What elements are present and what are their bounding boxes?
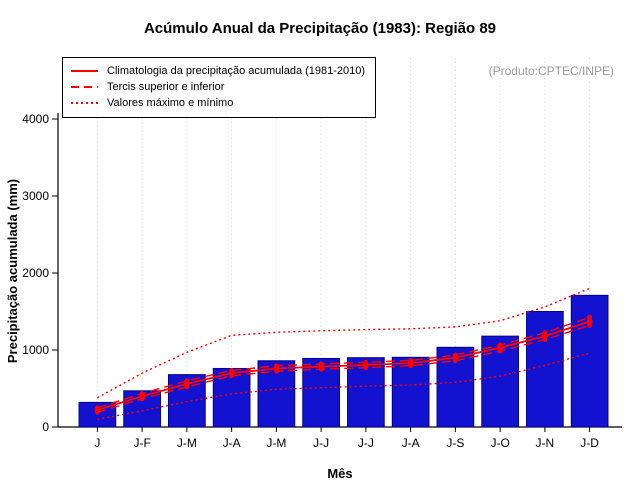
series-point <box>497 342 503 348</box>
series-point <box>363 365 369 371</box>
series-point <box>318 361 324 367</box>
x-tick-label: J-J <box>313 436 329 450</box>
series-point <box>139 391 145 396</box>
x-tick-label: J-J <box>358 436 374 450</box>
x-tick-label: J-D <box>580 436 599 450</box>
x-tick-label: J-A <box>402 436 420 450</box>
series-point <box>542 337 548 343</box>
x-tick-label: J-S <box>446 436 464 450</box>
series-point <box>94 405 100 411</box>
series-point <box>184 378 190 384</box>
x-tick-label: J-M <box>266 436 286 450</box>
x-tick-label: J-N <box>536 436 555 450</box>
series-point <box>408 357 414 363</box>
dotted-line-sample-icon <box>71 102 98 104</box>
series-point <box>184 384 190 390</box>
y-axis-label: Precipitação acumulada (mm) <box>5 178 20 364</box>
product-note: (Produto:CPTEC/INPE) <box>488 64 614 78</box>
y-tick-label: 1000 <box>22 343 49 357</box>
series-point <box>408 363 414 369</box>
x-tick-label: J-O <box>490 436 509 450</box>
bar <box>391 356 430 428</box>
series-point <box>497 348 503 354</box>
series-point <box>586 318 593 325</box>
series-point <box>273 368 279 374</box>
dashed-line-sample-icon <box>71 86 98 88</box>
legend-item-max-min: Valores máximo e mínimo <box>71 95 365 111</box>
series-point <box>541 333 548 340</box>
legend-item-label: Climatologia da precipitação acumulada (… <box>107 65 366 77</box>
series-point <box>542 330 548 336</box>
x-tick-label: J-M <box>177 436 197 450</box>
solid-line-sample-icon <box>71 70 98 72</box>
series-point <box>452 352 458 358</box>
series-point <box>229 368 235 373</box>
series-point <box>229 373 235 379</box>
y-tick-label: 4000 <box>22 112 49 126</box>
x-tick-label: J-A <box>223 436 241 450</box>
legend-item-label: Valores máximo e mínimo <box>107 97 234 109</box>
series-point <box>452 358 458 364</box>
series-point <box>139 396 145 402</box>
x-tick-label: J <box>94 436 100 450</box>
series-line <box>97 287 590 399</box>
legend-item-climatology: Climatologia da precipitação acumulada (… <box>71 63 365 79</box>
x-tick-label: J-F <box>133 436 150 450</box>
series-point <box>273 363 279 369</box>
series-point <box>587 314 593 320</box>
legend-item-label: Tercis superior e inferior <box>107 81 225 93</box>
series-point <box>94 409 100 415</box>
series-point <box>587 322 593 328</box>
series-line <box>97 324 590 414</box>
series-point <box>318 366 324 372</box>
series-point <box>363 359 369 365</box>
legend-item-terciles: Tercis superior e inferior <box>71 79 365 95</box>
chart-title: Acúmulo Anual da Precipitação (1983): Re… <box>143 20 497 37</box>
y-tick-label: 3000 <box>22 189 49 203</box>
y-tick-label: 0 <box>42 420 49 434</box>
x-axis-label: Mês <box>327 466 353 481</box>
legend-box: Climatologia da precipitação acumulada (… <box>62 57 377 118</box>
y-tick-label: 2000 <box>22 266 49 280</box>
series-line <box>97 316 590 409</box>
series-line <box>97 320 590 411</box>
